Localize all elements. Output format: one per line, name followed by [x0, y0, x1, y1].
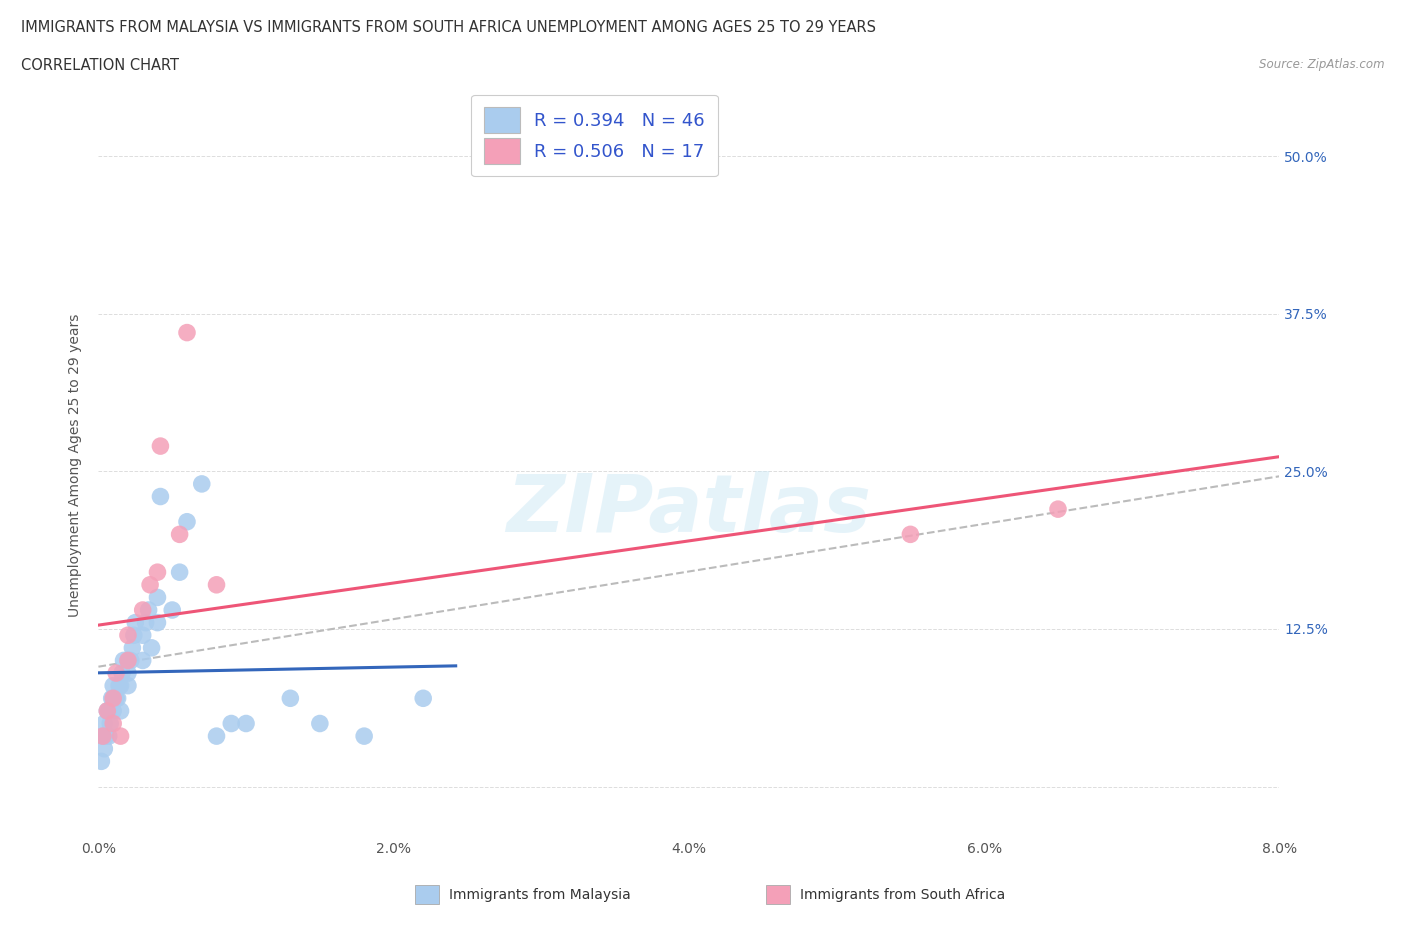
- Point: [176, 514, 198, 529]
- Point: [103, 678, 125, 693]
- Point: [110, 729, 132, 744]
- Point: [205, 729, 228, 744]
- Point: [110, 678, 132, 693]
- Point: [122, 628, 145, 643]
- Y-axis label: Unemployment Among Ages 25 to 29 years: Unemployment Among Ages 25 to 29 years: [69, 313, 83, 617]
- Point: [117, 628, 139, 643]
- Point: [98, 716, 121, 731]
- Point: [132, 628, 155, 643]
- Point: [169, 527, 191, 542]
- Point: [97, 703, 120, 718]
- Point: [111, 666, 134, 681]
- Point: [162, 603, 183, 618]
- Point: [108, 678, 131, 693]
- Point: [110, 703, 132, 718]
- Point: [412, 691, 434, 706]
- Bar: [415, 885, 439, 904]
- Point: [135, 615, 157, 630]
- Point: [93, 716, 115, 731]
- Point: [97, 729, 120, 744]
- Text: CORRELATION CHART: CORRELATION CHART: [21, 58, 179, 73]
- Point: [900, 527, 922, 542]
- Point: [103, 691, 125, 706]
- Point: [139, 578, 162, 592]
- Point: [146, 590, 169, 604]
- Text: Immigrants from Malaysia: Immigrants from Malaysia: [449, 887, 630, 902]
- Bar: [766, 885, 790, 904]
- Point: [149, 489, 172, 504]
- Point: [141, 641, 163, 656]
- Point: [124, 615, 146, 630]
- Point: [107, 691, 129, 706]
- Text: IMMIGRANTS FROM MALAYSIA VS IMMIGRANTS FROM SOUTH AFRICA UNEMPLOYMENT AMONG AGES: IMMIGRANTS FROM MALAYSIA VS IMMIGRANTS F…: [21, 20, 876, 35]
- Point: [1046, 501, 1069, 516]
- Point: [308, 716, 332, 731]
- Point: [146, 565, 169, 579]
- Point: [117, 653, 139, 668]
- Point: [132, 653, 155, 668]
- Point: [94, 729, 117, 744]
- Point: [132, 603, 155, 618]
- Point: [235, 716, 257, 731]
- Point: [117, 678, 139, 693]
- Point: [278, 691, 302, 706]
- Point: [90, 754, 112, 769]
- Point: [169, 565, 191, 579]
- Point: [100, 691, 122, 706]
- Point: [117, 653, 139, 668]
- Point: [120, 653, 142, 668]
- Point: [96, 703, 118, 718]
- Point: [146, 615, 169, 630]
- Point: [103, 716, 125, 731]
- Point: [112, 653, 135, 668]
- Point: [149, 439, 172, 454]
- Point: [103, 691, 125, 706]
- Point: [138, 603, 160, 618]
- Point: [219, 716, 242, 731]
- Text: Immigrants from South Africa: Immigrants from South Africa: [800, 887, 1005, 902]
- Point: [105, 691, 128, 706]
- Text: ZIPatlas: ZIPatlas: [506, 471, 872, 549]
- Point: [353, 729, 375, 744]
- Point: [96, 703, 118, 718]
- Point: [91, 729, 114, 744]
- Point: [91, 729, 114, 744]
- Point: [117, 666, 139, 681]
- Point: [205, 578, 228, 592]
- Legend: R = 0.394   N = 46, R = 0.506   N = 17: R = 0.394 N = 46, R = 0.506 N = 17: [471, 95, 717, 177]
- Point: [93, 741, 115, 756]
- Point: [105, 666, 128, 681]
- Point: [103, 703, 125, 718]
- Point: [176, 326, 198, 340]
- Point: [191, 476, 214, 491]
- Point: [121, 641, 143, 656]
- Text: Source: ZipAtlas.com: Source: ZipAtlas.com: [1260, 58, 1385, 71]
